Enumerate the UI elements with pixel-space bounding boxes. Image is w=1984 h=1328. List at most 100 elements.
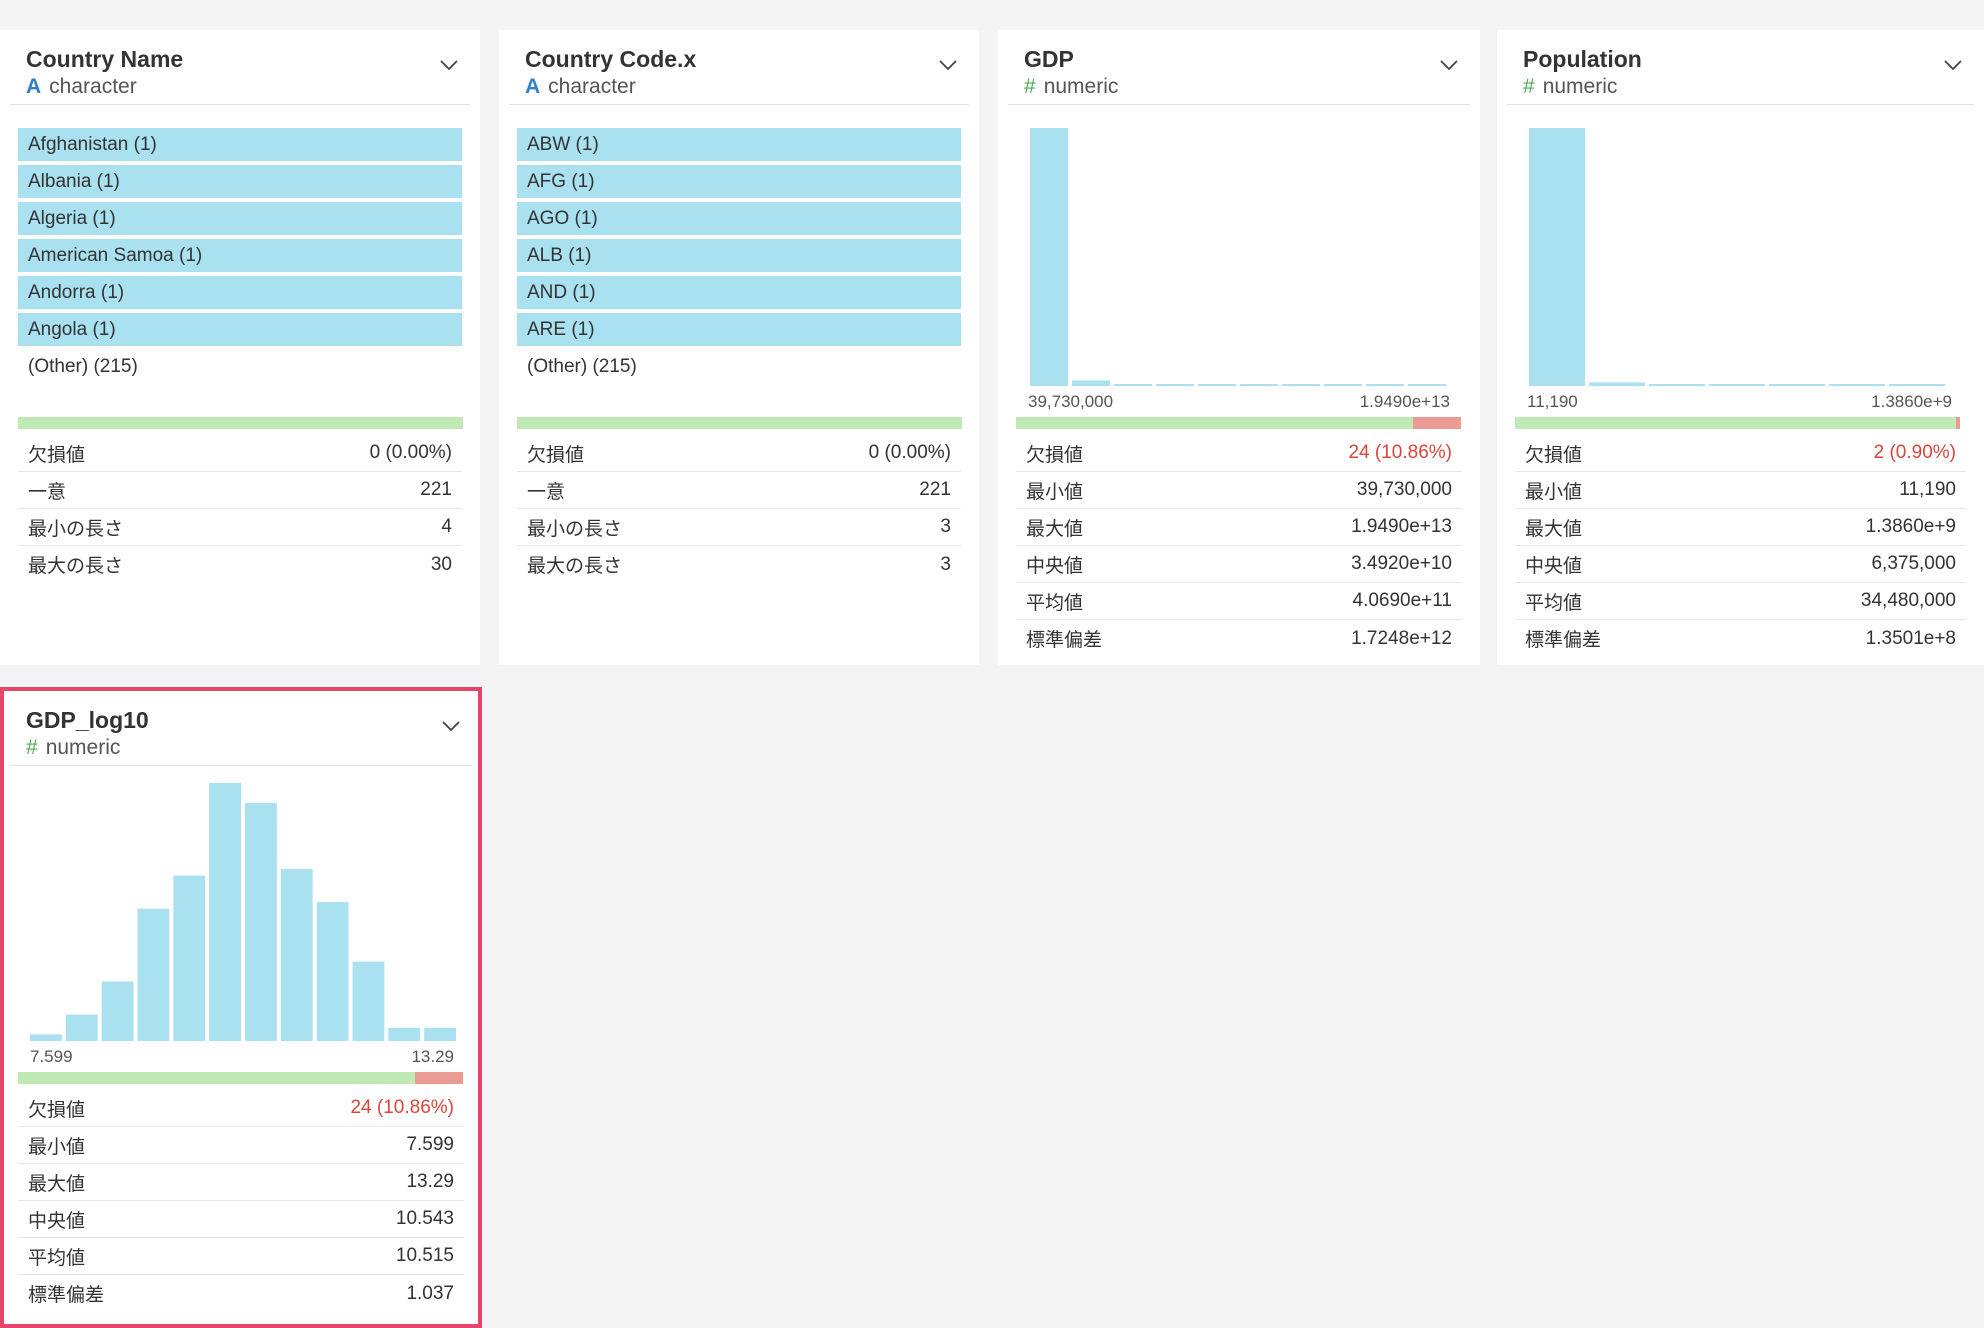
summary-stats: 欠損値 2 (0.90%) 最小値 11,190 最大値 1.3860e+9 中央値 6,37…	[1515, 435, 1966, 657]
histogram-bar	[1589, 382, 1645, 386]
stat-value: 1.3501e+8	[1865, 627, 1956, 649]
column-type-label: numeric	[45, 736, 121, 759]
stat-label: 最小値	[1026, 481, 1084, 503]
stat-value: 30	[430, 553, 452, 575]
axis-max-label: 1.9490e+13	[1359, 392, 1450, 411]
stat-row: 標準偏差 1.037	[18, 1275, 464, 1312]
column-header[interactable]: Population # numeric	[1507, 30, 1974, 105]
stat-value: 10.543	[395, 1208, 454, 1229]
stat-value: 39,730,000	[1356, 479, 1452, 500]
histogram	[1527, 128, 1947, 386]
quality-bar	[517, 417, 962, 429]
column-type: # numeric	[1024, 75, 1118, 99]
summary-stats: 欠損値 0 (0.00%) 一意 221 最小の長さ 4 最大の長さ 30	[18, 435, 462, 583]
stat-value: 0 (0.00%)	[868, 442, 951, 463]
stat-row: 平均値 10.515	[18, 1238, 464, 1275]
chevron-down-icon[interactable]	[1942, 54, 1964, 76]
stat-label: 平均値	[1026, 592, 1084, 614]
histogram-bar	[424, 1027, 456, 1041]
quality-bar-valid	[18, 417, 463, 429]
summary-stats: 欠損値 24 (10.86%) 最小値 39,730,000 最大値 1.9490e+13…	[1016, 435, 1462, 657]
histogram-bar	[1282, 384, 1320, 386]
stat-row: 一意 221	[517, 472, 961, 509]
histogram-svg	[30, 783, 456, 1041]
histogram-bar	[1366, 384, 1404, 386]
quality-bar-valid	[1016, 417, 1413, 429]
histogram-bar	[1240, 384, 1278, 386]
stat-row: 欠損値 0 (0.00%)	[517, 435, 961, 472]
column-name: GDP	[1024, 46, 1074, 72]
quality-bar-missing	[414, 1072, 463, 1084]
histogram-bar	[30, 1034, 62, 1041]
column-type: # numeric	[1523, 75, 1617, 99]
category-item: Algeria (1)	[18, 202, 462, 235]
stat-label: 欠損値	[28, 444, 86, 466]
histogram-bar	[173, 875, 206, 1041]
quality-bar-valid	[1515, 417, 1956, 429]
column-type-label: numeric	[1542, 75, 1618, 98]
stat-label: 平均値	[1525, 592, 1583, 614]
stat-row: 中央値 10.543	[18, 1201, 464, 1238]
column-card-gdp-log10[interactable]: GDP_log10 # numeric 7.599 13.29 欠損値 24 (10…	[0, 687, 482, 1328]
histogram-bar	[65, 1014, 98, 1041]
stat-label: 最大値	[1525, 518, 1583, 540]
histogram-bar	[1889, 384, 1945, 386]
category-item: Andorra (1)	[18, 276, 462, 309]
chevron-down-icon[interactable]	[937, 54, 959, 76]
axis-min-label: 7.599	[30, 1047, 73, 1066]
axis-max-label: 13.29	[411, 1047, 454, 1066]
column-name: Country Code.x	[525, 46, 697, 72]
stat-row: 最大値 13.29	[18, 1164, 464, 1201]
chevron-down-icon[interactable]	[1438, 54, 1460, 76]
stat-row: 一意 221	[18, 472, 462, 509]
stat-label: 標準偏差	[28, 1285, 105, 1306]
column-card-gdp[interactable]: GDP # numeric 39,730,000 1.9490e+13 欠損値 24…	[998, 30, 1480, 665]
histogram-bar	[1529, 128, 1585, 386]
character-type-icon: A	[26, 75, 42, 98]
stat-value: 221	[919, 479, 951, 500]
stat-label: 最小値	[1525, 481, 1583, 503]
stat-label: 欠損値	[1525, 444, 1583, 466]
category-item: ARE (1)	[517, 313, 961, 346]
stat-value: 34,480,000	[1860, 590, 1956, 611]
chevron-down-icon[interactable]	[438, 54, 460, 76]
summary-stats: 欠損値 24 (10.86%) 最小値 7.599 最大値 13.29 中央値 10.543 平…	[18, 1090, 464, 1312]
stat-value: 6,375,000	[1871, 553, 1956, 574]
category-item: AND (1)	[517, 276, 961, 309]
histogram-bar	[1769, 384, 1825, 386]
column-type-label: character	[49, 75, 137, 98]
column-header[interactable]: GDP # numeric	[1008, 30, 1470, 105]
stat-row: 最小の長さ 4	[18, 509, 462, 546]
stat-value: 1.9490e+13	[1351, 516, 1452, 537]
histogram-bar	[245, 802, 277, 1041]
stat-value: 1.7248e+12	[1351, 627, 1452, 649]
stat-row: 最大の長さ 3	[517, 546, 961, 583]
column-name: GDP_log10	[26, 707, 149, 733]
column-header[interactable]: GDP_log10 # numeric	[10, 691, 472, 766]
histogram-bar	[1829, 384, 1885, 386]
category-item: American Samoa (1)	[18, 239, 462, 272]
histogram-bar	[1709, 384, 1765, 386]
stat-value: 1.037	[406, 1282, 454, 1304]
histogram-bar	[1114, 384, 1152, 386]
stat-label: 最小値	[28, 1136, 86, 1158]
chevron-down-icon[interactable]	[440, 715, 462, 737]
axis-max-label: 1.3860e+9	[1871, 392, 1952, 411]
quality-bar-missing	[1955, 417, 1960, 429]
histogram-bar	[1030, 128, 1068, 386]
histogram-svg	[1030, 128, 1446, 386]
histogram-bar	[352, 961, 385, 1041]
histogram-bar	[1156, 384, 1194, 386]
quality-bar-missing	[1412, 417, 1461, 429]
stat-label: 中央値	[1525, 555, 1583, 577]
stat-label: 最大値	[28, 1173, 86, 1195]
stat-row: 最大値 1.9490e+13	[1016, 509, 1462, 546]
quality-bar	[1016, 417, 1461, 429]
column-card-population[interactable]: Population # numeric 11,190 1.3860e+9 欠損値…	[1497, 30, 1984, 665]
category-other: (Other) (215)	[527, 356, 637, 377]
